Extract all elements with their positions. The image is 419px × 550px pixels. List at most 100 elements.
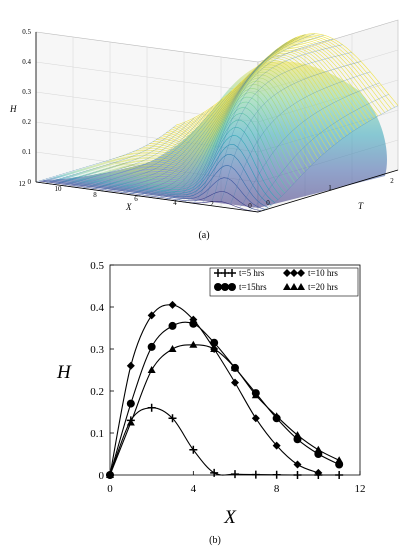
surface-mesh-line: [109, 73, 251, 193]
data-point: [147, 342, 156, 351]
panel-a-caption: (a): [198, 230, 209, 241]
data-point: [293, 431, 302, 439]
legend-marker: [297, 283, 305, 290]
data-point: [210, 345, 219, 352]
surface-mesh-line: [193, 38, 334, 203]
z-tick-label: 0.5: [22, 28, 31, 36]
z-tick-label: 0: [28, 178, 32, 186]
x-tick-label: 10: [55, 185, 63, 193]
panel-b-line-chart: 0 0.1 0.2 0.3 0.4 0.5 0 4 8 12 H X t=5 hrs t=10 h…: [56, 260, 366, 546]
t-axis-label: T: [358, 201, 364, 211]
surface-mesh-line: [211, 52, 352, 202]
data-point: [251, 414, 260, 423]
series-group: [106, 300, 344, 479]
data-point: [210, 468, 219, 477]
surface-mesh-line: [119, 64, 260, 194]
panel-b-caption: (b): [209, 535, 221, 546]
z-axis-label: H: [9, 104, 17, 114]
x-tick-label: 8: [274, 483, 280, 495]
data-point: [272, 441, 281, 450]
legend-marker: [290, 283, 298, 290]
x-axis-label: X: [223, 507, 237, 528]
legend-marker: [214, 283, 222, 291]
legend-entry: t=5 hrs: [214, 268, 265, 278]
data-point: [147, 311, 156, 320]
data-point: [251, 470, 260, 479]
legend-entry: t=20 hrs: [283, 282, 338, 292]
legend-label: t=5 hrs: [239, 268, 265, 278]
surface-mesh-line: [230, 71, 371, 205]
x-axis-label: X: [125, 202, 132, 212]
data-point: [231, 363, 239, 371]
z-tick-label: 0.4: [22, 58, 31, 66]
t-tick-label: 1: [328, 184, 332, 192]
data-point: [126, 361, 135, 370]
surface-mesh-line: [202, 44, 343, 203]
surface-mesh-line: [183, 35, 325, 203]
series-plus: [106, 403, 344, 479]
data-point: [335, 456, 344, 464]
z-tick-label: 0.3: [22, 88, 31, 96]
x-tick-label: 6: [134, 195, 138, 203]
series-triangle: [106, 340, 344, 478]
legend-marker: [228, 269, 236, 277]
data-point: [314, 468, 323, 477]
data-point: [231, 378, 239, 387]
surface-mesh-line: [82, 98, 223, 189]
surface-mesh-line: [54, 117, 195, 185]
surface-mesh-line: [239, 82, 380, 208]
surface-mesh-line: [137, 48, 278, 196]
surface-mesh-line: [63, 112, 204, 186]
data-point: [231, 470, 239, 479]
surface-mesh-line: [248, 94, 389, 211]
data-point: [106, 471, 114, 478]
legend-marker: [297, 269, 305, 277]
legend-marker: [214, 269, 222, 277]
series-diamond: [106, 300, 323, 479]
x-tick-label: 0: [107, 483, 113, 495]
data-point: [126, 399, 135, 408]
data-point: [168, 414, 177, 423]
data-point: [293, 460, 302, 469]
surface-mesh-line: [72, 105, 214, 188]
surface-mesh-line: [100, 82, 241, 191]
surface-mesh-line: [174, 33, 315, 201]
data-point: [147, 403, 156, 412]
data-point: [293, 471, 302, 479]
y-tick-label: 0: [99, 470, 105, 482]
t-axis-line: [257, 169, 399, 213]
surface-mesh-line: [156, 37, 297, 199]
data-point: [189, 319, 198, 328]
x-tick-label: 2: [210, 200, 214, 208]
data-point: [189, 340, 198, 348]
data-point: [147, 366, 156, 373]
legend-label: t=20 hrs: [308, 282, 338, 292]
y-tick-label: 0.3: [90, 344, 104, 356]
legend-marker: [283, 283, 291, 290]
t-tick-label: 2: [390, 177, 394, 185]
surface-mesh-line: [220, 61, 362, 202]
data-point: [189, 445, 198, 454]
x-tick-label: 4: [173, 199, 177, 207]
legend-entry: t=15hrs: [214, 282, 267, 292]
legend-label: t=10 hrs: [308, 268, 338, 278]
surface-mesh: [35, 33, 399, 213]
y-axis-ticks: 0 0.1 0.2 0.3 0.4 0.5: [90, 260, 114, 482]
legend-marker: [221, 269, 229, 277]
x-tick-label: 8: [93, 191, 97, 199]
data-point: [272, 470, 281, 479]
data-point: [126, 418, 135, 426]
legend-entry: t=10 hrs: [283, 268, 338, 278]
x-tick-label: 12: [19, 180, 27, 188]
series-line: [109, 304, 319, 476]
surface-mesh-line: [165, 34, 306, 200]
y-tick-label: 0.5: [90, 260, 104, 272]
legend-label: t=15hrs: [239, 282, 267, 292]
x-axis-line: [35, 181, 259, 213]
x-tick-label: 0: [248, 202, 252, 210]
panel-a-surface-plot: 0 0.1 0.2 0.3 0.4 0.5 12 10 8 6 4 2 0 0 …: [9, 19, 399, 241]
data-point: [251, 391, 260, 399]
legend-marker: [283, 269, 291, 277]
data-point: [272, 412, 281, 420]
